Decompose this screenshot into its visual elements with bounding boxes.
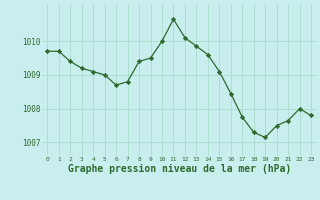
X-axis label: Graphe pression niveau de la mer (hPa): Graphe pression niveau de la mer (hPa) — [68, 164, 291, 174]
